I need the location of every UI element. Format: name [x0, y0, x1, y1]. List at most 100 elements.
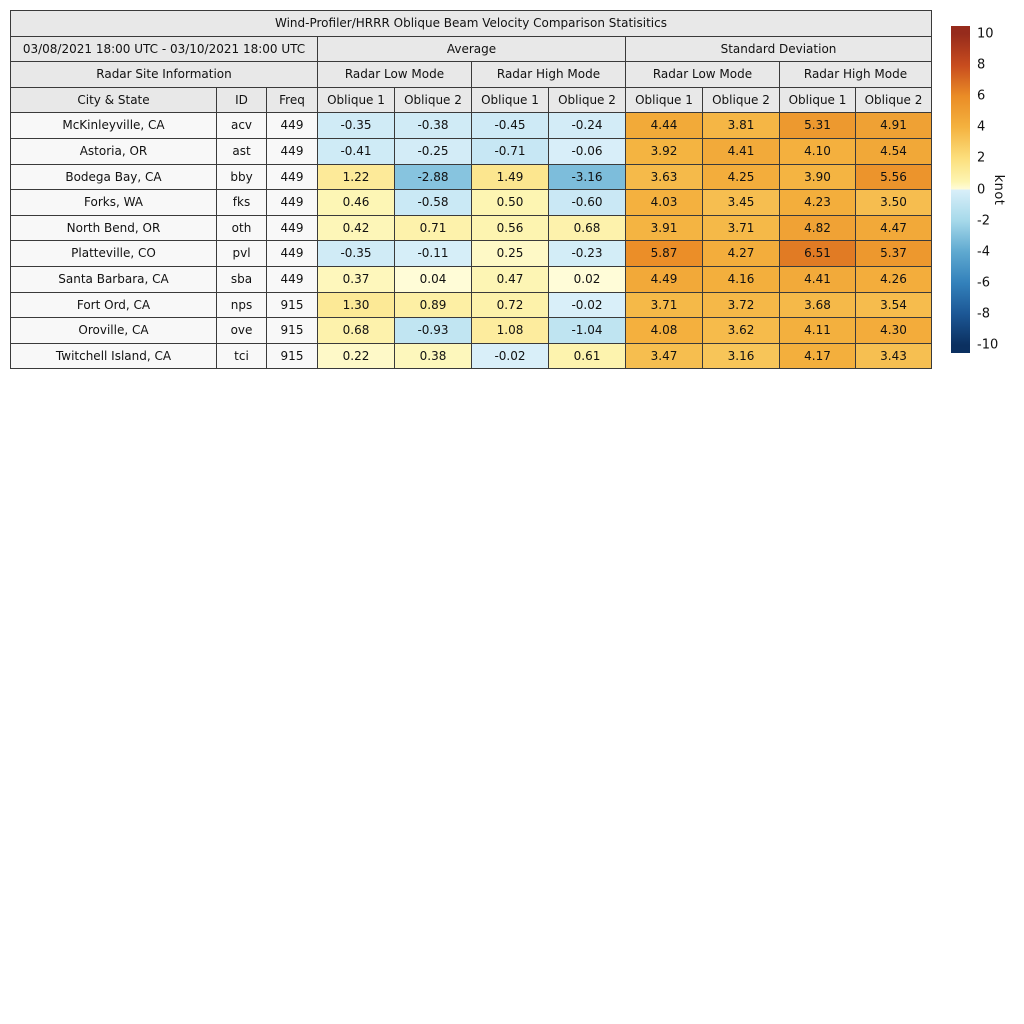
freq-cell: 449	[266, 163, 318, 191]
value-cell: 0.02	[548, 265, 626, 293]
colorbar-label: knot	[991, 174, 1006, 206]
oblique-header: Oblique 2	[855, 86, 932, 114]
value-cell: 0.25	[471, 240, 549, 267]
value-cell: 0.46	[317, 189, 395, 216]
freq-cell: 449	[266, 214, 318, 242]
mode-header-std-high: Radar High Mode	[779, 61, 932, 88]
colorbar-tick-label: -6	[977, 275, 990, 291]
value-cell: 0.68	[548, 214, 626, 242]
value-cell: 0.68	[317, 317, 395, 344]
value-cell: 4.25	[702, 163, 780, 191]
table-row: Santa Barbara, CA sba 449 0.37 0.04 0.47 0.02 4…	[10, 265, 932, 293]
value-cell: 5.87	[625, 240, 703, 267]
freq-cell: 915	[266, 317, 318, 344]
value-cell: -0.58	[394, 189, 472, 216]
value-cell: 3.71	[625, 291, 703, 319]
colorbar-tick-label: 4	[977, 119, 986, 135]
value-cell: 3.68	[779, 291, 856, 319]
value-cell: 0.42	[317, 214, 395, 242]
city-cell: Astoria, OR	[10, 137, 217, 165]
value-cell: 5.37	[855, 240, 932, 267]
table-row: Fort Ord, CA nps 915 1.30 0.89 0.72 -0.02 3.71 3…	[10, 291, 932, 319]
value-cell: -0.60	[548, 189, 626, 216]
freq-cell: 449	[266, 189, 318, 216]
value-cell: 0.47	[471, 265, 549, 293]
value-cell: 3.50	[855, 189, 932, 216]
value-cell: -2.88	[394, 163, 472, 191]
city-cell: North Bend, OR	[10, 214, 217, 242]
colorbar-tick-label: 6	[977, 88, 986, 104]
colorbar-tick-label: -8	[977, 306, 990, 322]
value-cell: 4.44	[625, 112, 703, 139]
id-cell: sba	[216, 265, 267, 293]
value-cell: -3.16	[548, 163, 626, 191]
value-cell: -0.06	[548, 137, 626, 165]
average-header: Average	[317, 35, 626, 63]
value-cell: 4.82	[779, 214, 856, 242]
id-cell: ove	[216, 317, 267, 344]
id-cell: pvl	[216, 240, 267, 267]
value-cell: 3.91	[625, 214, 703, 242]
colorbar-tick-label: -4	[977, 244, 990, 260]
date-range-cell: 03/08/2021 18:00 UTC - 03/10/2021 18:00 …	[10, 35, 318, 63]
value-cell: 3.92	[625, 137, 703, 165]
value-cell: -0.35	[317, 112, 395, 139]
value-cell: 5.31	[779, 112, 856, 139]
table-row: Platteville, CO pvl 449 -0.35 -0.11 0.25 -0.23…	[10, 240, 932, 267]
freq-cell: 449	[266, 265, 318, 293]
value-cell: 0.04	[394, 265, 472, 293]
value-cell: -0.24	[548, 112, 626, 139]
city-cell: Bodega Bay, CA	[10, 163, 217, 191]
city-cell: Oroville, CA	[10, 317, 217, 344]
value-cell: 0.56	[471, 214, 549, 242]
oblique-header: Oblique 1	[471, 86, 549, 114]
value-cell: -0.11	[394, 240, 472, 267]
value-cell: 0.38	[394, 342, 472, 370]
value-cell: 1.30	[317, 291, 395, 319]
value-cell: 4.17	[779, 342, 856, 370]
oblique-header: Oblique 2	[394, 86, 472, 114]
value-cell: 3.90	[779, 163, 856, 191]
value-cell: 4.47	[855, 214, 932, 242]
value-cell: 4.54	[855, 137, 932, 165]
column-header-row: City & State ID Freq Oblique 1 Oblique 2…	[10, 86, 932, 114]
value-cell: 3.45	[702, 189, 780, 216]
standard-deviation-header: Standard Deviation	[625, 35, 932, 63]
mode-header-avg-high: Radar High Mode	[471, 61, 626, 88]
mode-header-row: Radar Site Information Radar Low Mode Ra…	[10, 61, 932, 88]
value-cell: 1.22	[317, 163, 395, 191]
freq-cell: 915	[266, 342, 318, 370]
value-cell: 3.81	[702, 112, 780, 139]
oblique-header: Oblique 1	[317, 86, 395, 114]
oblique-header: Oblique 2	[702, 86, 780, 114]
mode-header-std-low: Radar Low Mode	[625, 61, 780, 88]
id-cell: tci	[216, 342, 267, 370]
value-cell: -0.23	[548, 240, 626, 267]
value-cell: 4.26	[855, 265, 932, 293]
column-header-city: City & State	[10, 86, 217, 114]
value-cell: -1.04	[548, 317, 626, 344]
id-cell: acv	[216, 112, 267, 139]
value-cell: 4.41	[702, 137, 780, 165]
colorbar-tick-label: 2	[977, 150, 986, 166]
value-cell: 4.30	[855, 317, 932, 344]
table-row: Forks, WA fks 449 0.46 -0.58 0.50 -0.60 4.03 3.4…	[10, 189, 932, 216]
city-cell: Platteville, CO	[10, 240, 217, 267]
value-cell: 0.72	[471, 291, 549, 319]
colorbar-tick-label: 10	[977, 26, 994, 42]
value-cell: 4.91	[855, 112, 932, 139]
value-cell: 4.23	[779, 189, 856, 216]
value-cell: 4.27	[702, 240, 780, 267]
city-cell: Twitchell Island, CA	[10, 342, 217, 370]
value-cell: 3.72	[702, 291, 780, 319]
value-cell: 5.56	[855, 163, 932, 191]
colorbar	[951, 26, 970, 353]
table-row: Oroville, CA ove 915 0.68 -0.93 1.08 -1.04 4.08…	[10, 317, 932, 344]
value-cell: -0.41	[317, 137, 395, 165]
value-cell: 0.61	[548, 342, 626, 370]
city-cell: Fort Ord, CA	[10, 291, 217, 319]
city-cell: Santa Barbara, CA	[10, 265, 217, 293]
freq-cell: 915	[266, 291, 318, 319]
value-cell: 0.37	[317, 265, 395, 293]
